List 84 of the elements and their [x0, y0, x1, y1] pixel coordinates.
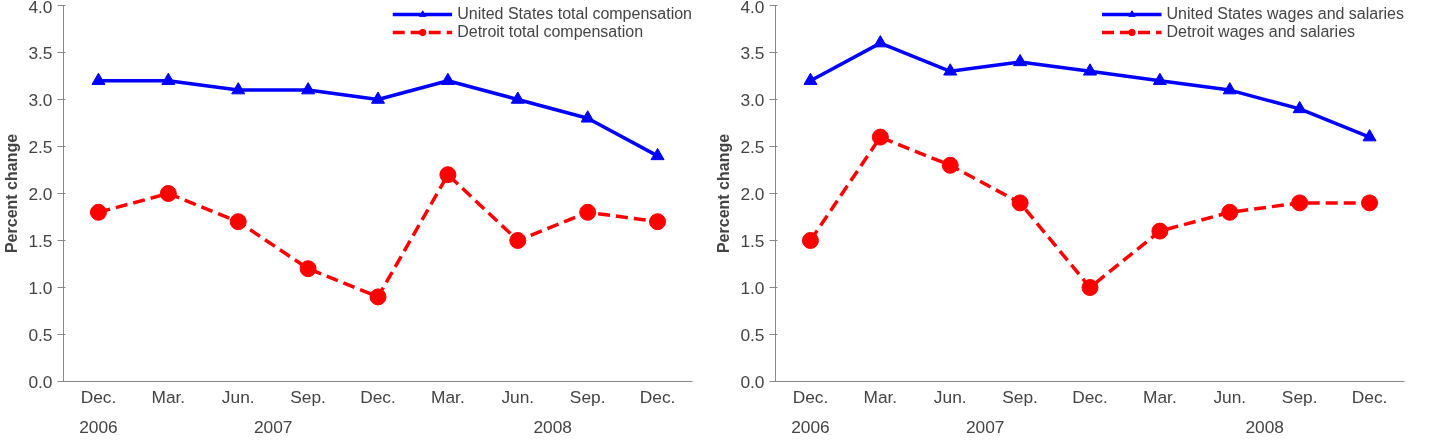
- y-tick-label: 1.0: [28, 277, 53, 298]
- x-tick-label: Sep.: [1002, 386, 1038, 407]
- x-tick-label: Dec.: [639, 386, 676, 407]
- point: [509, 232, 527, 249]
- point: [801, 232, 819, 249]
- x-tick-label: Jun.: [501, 386, 535, 407]
- point: [650, 147, 665, 161]
- y-tick-label: 2.5: [28, 136, 53, 157]
- y-tick-label: 3.5: [740, 42, 765, 63]
- x-tick-label: Dec.: [792, 386, 829, 407]
- legend-label: United States total compensation: [457, 5, 692, 23]
- text: 2007: [253, 416, 293, 437]
- y-tick-label: 2.5: [740, 136, 765, 157]
- x-tick-label: Dec.: [80, 386, 117, 407]
- point: [941, 156, 959, 174]
- point: [301, 82, 316, 95]
- legend-label: Detroit total compensation: [457, 23, 644, 41]
- x-tick-label: Jun.: [1213, 386, 1247, 407]
- point: [440, 72, 455, 85]
- text: 2008: [533, 416, 573, 437]
- point: [871, 128, 889, 146]
- text: 2007: [965, 416, 1005, 437]
- point: [159, 185, 177, 202]
- x-tick-label: Dec.: [1072, 386, 1108, 407]
- point: [1011, 194, 1029, 212]
- y-tick-label: 0.0: [28, 371, 53, 392]
- point: [369, 288, 387, 306]
- text: 2006: [79, 416, 118, 437]
- point: [299, 260, 317, 278]
- point: [1151, 222, 1169, 240]
- point: [1013, 53, 1028, 67]
- x-tick-label: Sep.: [1281, 386, 1318, 407]
- point: [89, 203, 107, 221]
- x-tick-label: Sep.: [290, 386, 326, 407]
- y-tick-label: 0.5: [28, 324, 53, 345]
- point: [803, 72, 818, 85]
- y-tick-label: 3.0: [740, 89, 765, 110]
- point: [649, 213, 667, 231]
- y-tick-label: 4.0: [28, 0, 53, 17]
- point: [1291, 194, 1309, 212]
- text: 2008: [1245, 416, 1285, 437]
- y-tick-label: 1.5: [28, 230, 53, 251]
- y-tick-label: 4.0: [740, 0, 765, 17]
- point: [580, 110, 595, 123]
- y-tick-label: 1.0: [740, 277, 765, 298]
- point: [1292, 100, 1307, 114]
- point: [1152, 72, 1167, 85]
- point: [1222, 82, 1237, 95]
- point: [371, 91, 385, 104]
- x-tick-label: Jun.: [221, 386, 255, 407]
- x-tick-label: Mar.: [151, 386, 186, 407]
- x-tick-label: Mar.: [431, 386, 465, 407]
- point: [1362, 129, 1377, 142]
- point: [91, 72, 106, 85]
- y-tick-label: 0.5: [740, 324, 765, 345]
- y-tick-label: 1.5: [740, 230, 765, 251]
- x-tick-label: Dec.: [360, 386, 396, 407]
- point: [873, 35, 888, 48]
- point: [1083, 63, 1097, 76]
- legend-label: Detroit wages and salaries: [1166, 23, 1356, 41]
- x-tick-label: Sep.: [569, 386, 606, 407]
- y-axis-title: Percent change: [3, 133, 21, 254]
- point: [229, 213, 247, 231]
- point: [439, 166, 457, 184]
- point: [510, 91, 525, 104]
- x-tick-label: Dec.: [1351, 386, 1388, 407]
- point: [1361, 194, 1379, 212]
- point: [1081, 279, 1099, 296]
- y-tick-label: 0.0: [740, 371, 765, 392]
- y-tick-label: 3.0: [28, 89, 53, 110]
- x-tick-label: Mar.: [863, 386, 898, 407]
- point: [579, 203, 597, 221]
- legend-label: United States wages and salaries: [1166, 5, 1404, 23]
- y-tick-label: 2.0: [740, 183, 765, 204]
- point: [1221, 203, 1239, 221]
- y-tick-label: 2.0: [28, 183, 53, 204]
- point: [231, 82, 246, 95]
- text: 2006: [791, 416, 830, 437]
- x-tick-label: Jun.: [933, 386, 967, 407]
- point: [161, 72, 176, 85]
- y-tick-label: 3.5: [28, 42, 53, 63]
- y-axis-title: Percent change: [715, 133, 733, 254]
- x-tick-label: Mar.: [1143, 386, 1177, 407]
- point: [943, 63, 958, 76]
